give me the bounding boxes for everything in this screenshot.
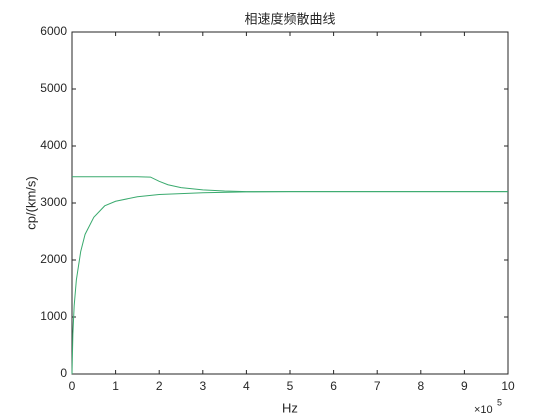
- x-tick-label: 9: [461, 379, 468, 393]
- x-tick-label: 1: [112, 379, 119, 393]
- x-multiplier-exponent: 5: [497, 397, 502, 407]
- series-line: [71, 191, 508, 375]
- y-tick-label: 1000: [40, 309, 67, 323]
- x-tick-label: 2: [156, 379, 163, 393]
- x-tick-label: 8: [417, 379, 424, 393]
- x-tick-label: 6: [330, 379, 337, 393]
- x-tick-label: 10: [501, 379, 515, 393]
- x-axis-label: Hz: [282, 400, 298, 415]
- x-tick-label: 3: [199, 379, 206, 393]
- x-multiplier: ×10: [474, 404, 493, 416]
- y-tick-label: 3000: [40, 195, 67, 209]
- y-tick-label: 4000: [40, 138, 67, 152]
- x-tick-label: 0: [69, 379, 76, 393]
- x-tick-label: 4: [243, 379, 250, 393]
- y-tick-label: 2000: [40, 252, 67, 266]
- y-tick-label: 6000: [40, 24, 67, 38]
- chart-title: 相速度频散曲线: [244, 12, 335, 28]
- y-axis-label: cp/(km/s): [23, 176, 38, 229]
- y-tick-label: 5000: [40, 81, 67, 95]
- y-tick-label: 0: [60, 366, 67, 380]
- x-tick-label: 5: [287, 379, 294, 393]
- x-tick-label: 7: [374, 379, 381, 393]
- plot-area: [71, 31, 509, 375]
